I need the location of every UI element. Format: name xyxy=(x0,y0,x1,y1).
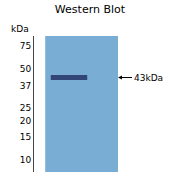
svg-text:43kDa: 43kDa xyxy=(134,73,163,83)
svg-text:Western Blot: Western Blot xyxy=(55,3,126,16)
svg-text:37: 37 xyxy=(20,81,31,91)
svg-text:50: 50 xyxy=(20,64,32,74)
svg-text:75: 75 xyxy=(20,41,31,51)
svg-text:kDa: kDa xyxy=(11,24,29,34)
svg-text:15: 15 xyxy=(20,132,31,142)
svg-text:10: 10 xyxy=(20,155,32,165)
svg-text:25: 25 xyxy=(20,103,31,113)
svg-text:20: 20 xyxy=(20,116,32,126)
